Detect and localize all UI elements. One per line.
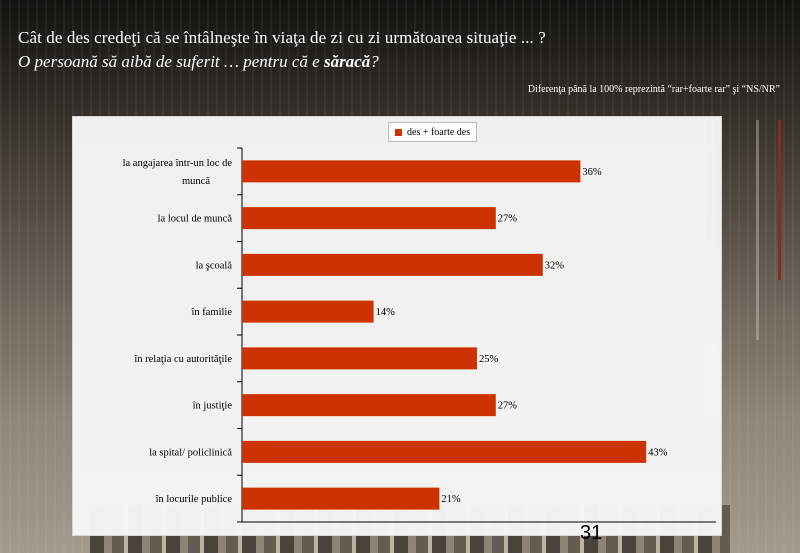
category-label-1: la angajarea într-un loc de <box>123 158 233 169</box>
value-label-8: 21% <box>441 494 461 505</box>
background-stripe <box>756 120 759 340</box>
bar-3 <box>242 253 543 276</box>
value-label-4: 14% <box>376 307 396 318</box>
bar-7 <box>242 440 647 463</box>
category-label-2: la locul de muncă <box>158 214 233 225</box>
legend-swatch <box>395 128 402 136</box>
background-red-stripe <box>778 120 781 280</box>
slide-title-situation-keyword: săracă <box>323 52 371 71</box>
difference-note: Diferenţa până la 100% reprezintă “rar+f… <box>527 84 780 95</box>
category-label-4: în familie <box>190 307 232 318</box>
slide-title-question: Cât de des credeţi că se întâlneşte în v… <box>18 28 546 47</box>
category-label-3: la şcoală <box>196 260 233 271</box>
value-label-3: 32% <box>545 260 565 271</box>
slide-title-situation: O persoană să aibă de suferit … pentru c… <box>18 52 379 72</box>
bar-1 <box>242 160 581 183</box>
category-label-5: în relaţia cu autorităţile <box>133 354 232 365</box>
bar-4 <box>242 300 374 323</box>
slide-title-situation-end: ? <box>370 52 379 71</box>
bar-8 <box>242 487 440 510</box>
bar-2 <box>242 207 496 230</box>
chart-panel <box>72 116 722 536</box>
category-label-8: în locurile publice <box>155 494 233 505</box>
value-label-2: 27% <box>498 214 518 225</box>
bar-5 <box>242 347 477 370</box>
legend-label: des + foarte des <box>407 126 471 138</box>
category-label-1: muncă <box>182 176 210 187</box>
value-label-6: 27% <box>498 401 518 412</box>
slide-title-situation-text: O persoană să aibă de suferit … pentru c… <box>18 52 324 71</box>
bar-chart: 36% la angajarea într-un loc de muncă 27% la… <box>123 147 716 523</box>
page-number: 31 <box>580 522 603 544</box>
value-label-7: 43% <box>648 447 668 458</box>
category-label-6: în justiţie <box>192 401 233 412</box>
bar-6 <box>242 394 496 417</box>
category-label-7: la spital/ policlinică <box>149 447 232 458</box>
value-label-1: 36% <box>582 167 602 178</box>
value-label-5: 25% <box>479 354 499 365</box>
chart-legend: des + foarte des <box>388 122 478 142</box>
